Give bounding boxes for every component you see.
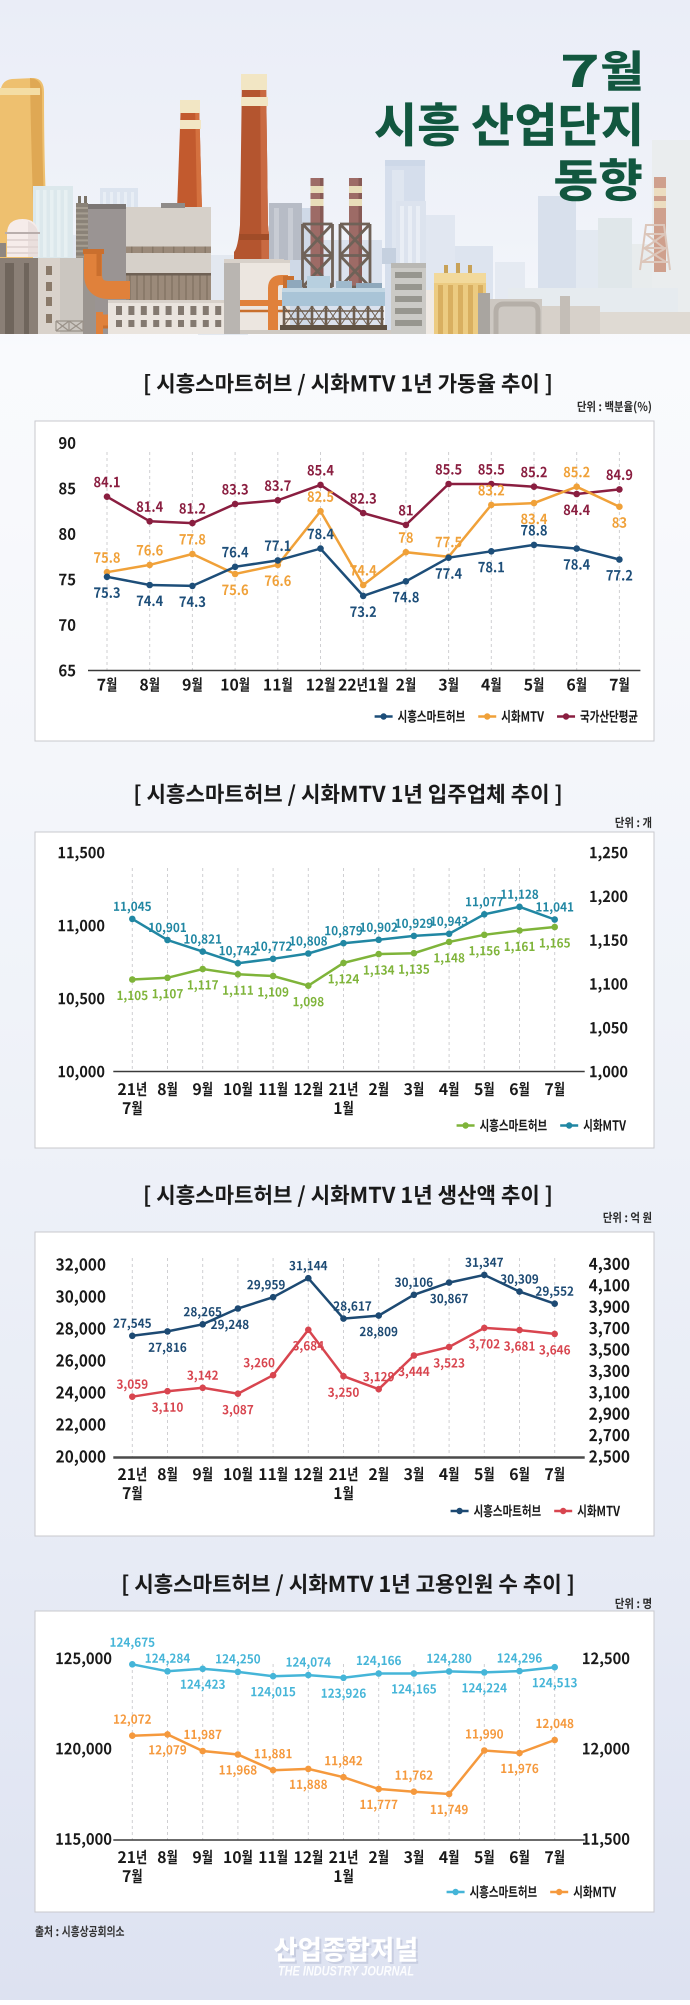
svg-text:THE INDUSTRY JOURNAL: THE INDUSTRY JOURNAL	[278, 1963, 414, 1979]
